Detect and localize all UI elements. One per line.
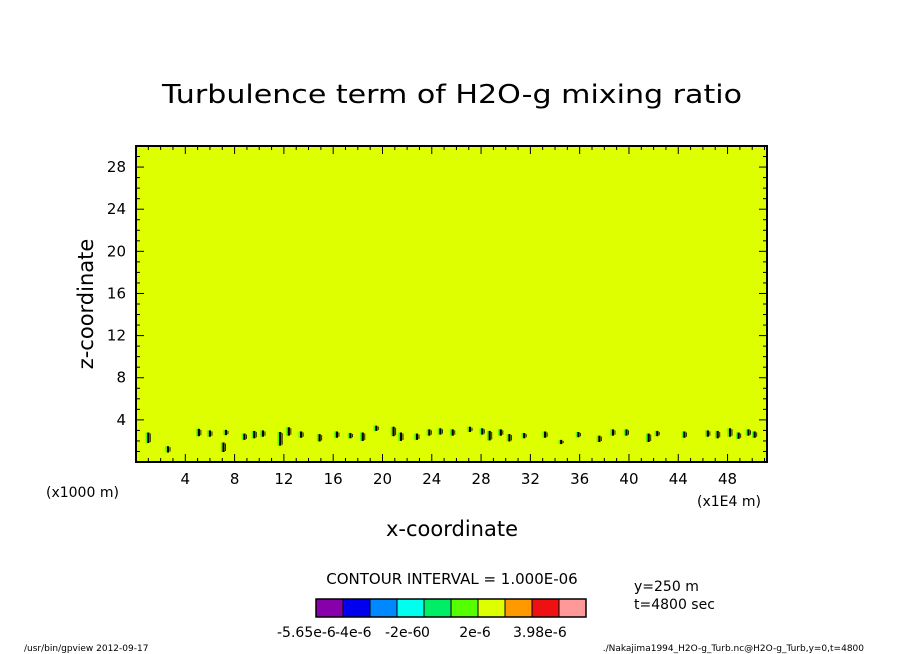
perturbation-mark: [277, 431, 283, 446]
perturbation-mark: [298, 431, 304, 438]
perturbation-layer: [145, 425, 758, 453]
y-tick-label: 8: [116, 369, 126, 387]
x-tick-label: 12: [274, 470, 293, 488]
colorbar-swatch: [315, 598, 344, 618]
perturbation-mark: [220, 442, 227, 452]
perturbation-mark: [681, 431, 687, 438]
colorbar-label: 0: [421, 625, 430, 641]
perturbation-mark: [373, 425, 379, 431]
y-tick-label: 24: [107, 200, 126, 218]
colorbar-swatch: [423, 598, 452, 618]
x-unit-left: (x1000 m): [46, 485, 119, 501]
x-tick-label: 20: [373, 470, 392, 488]
colorbar-swatch: [450, 598, 479, 618]
colorbar-swatch: [504, 598, 533, 618]
perturbation-mark: [486, 430, 493, 441]
y-position-label: y=250 m: [634, 579, 699, 595]
perturbation-mark: [727, 428, 733, 437]
perturbation-mark: [390, 426, 397, 437]
x-tick-label: 24: [422, 470, 441, 488]
perturbation-mark: [286, 427, 292, 436]
colorbar-label: -5.65e-6: [277, 625, 336, 641]
perturbation-mark: [145, 432, 151, 444]
perturbation-mark: [479, 428, 485, 435]
x-tick-label: 36: [570, 470, 589, 488]
perturbation-mark: [334, 431, 340, 438]
colorbar-label: 3.98e-6: [513, 625, 567, 641]
footer-left: /usr/bin/gpview 2012-09-17: [24, 644, 148, 654]
x-tick-label: 8: [230, 470, 240, 488]
perturbation-mark: [437, 428, 443, 435]
perturbation-mark: [398, 432, 404, 441]
perturbation-mark: [714, 430, 721, 439]
x-tick-label: 4: [181, 470, 191, 488]
colorbar-swatch: [531, 598, 560, 618]
y-tick-label: 16: [107, 284, 126, 302]
perturbation-mark: [645, 433, 652, 442]
perturbation-mark: [506, 434, 512, 442]
perturbation-mark: [705, 430, 711, 437]
colorbar: [315, 598, 587, 618]
perturbation-mark: [316, 434, 323, 442]
colorbar-frame: [315, 598, 587, 618]
perturbation-mark: [575, 431, 581, 438]
y-axis-label: z-coordinate: [74, 239, 98, 370]
perturbation-mark: [196, 428, 202, 437]
perturbation-mark: [654, 430, 660, 437]
perturbation-mark: [223, 429, 229, 436]
perturbation-mark: [623, 429, 630, 436]
x-unit-right: (x1E4 m): [697, 494, 761, 510]
colorbar-swatch: [369, 598, 398, 618]
perturbation-mark: [610, 429, 616, 436]
colorbar-label: 2e-6: [459, 625, 491, 641]
colorbar-swatch: [558, 598, 587, 618]
perturbation-mark: [165, 446, 171, 453]
perturbation-mark: [596, 435, 602, 442]
perturbation-mark: [498, 429, 504, 436]
perturbation-mark: [558, 439, 564, 445]
perturbation-mark: [251, 430, 257, 439]
colorbar-swatch: [396, 598, 425, 618]
colorbar-labels: -5.65e-6 -4e-6 -2e-6 0 2e-6 3.98e-6: [277, 625, 567, 641]
perturbation-mark: [241, 433, 247, 440]
perturbation-mark: [521, 433, 527, 439]
perturbation-mark: [467, 426, 473, 432]
perturbation-mark: [735, 432, 742, 439]
time-label: t=4800 sec: [634, 597, 715, 613]
y-tick-label: 20: [107, 242, 126, 260]
perturbation-mark: [745, 429, 752, 436]
perturbation-mark: [360, 432, 366, 441]
perturbation-mark: [414, 433, 420, 440]
plot-area: [136, 146, 767, 462]
perturbation-mark: [542, 431, 548, 438]
perturbation-mark: [426, 429, 432, 436]
perturbation-mark: [751, 431, 758, 438]
x-axis-ticks: 4 8 12 16 20 24 28 32 36 40 44 48: [147, 146, 766, 488]
footer-right: ./Nakajima1994_H2O-g_Turb.nc@H2O-g_Turb,…: [603, 644, 865, 654]
colorbar-swatch: [342, 598, 371, 618]
y-tick-label: 12: [107, 327, 126, 345]
y-tick-label: 4: [116, 411, 126, 429]
perturbation-mark: [347, 433, 353, 439]
y-axis-ticks: 4 8 12 16 20 24 28: [107, 145, 767, 452]
colorbar-label: -4e-6: [335, 625, 372, 641]
perturbation-mark: [449, 429, 456, 436]
x-tick-label: 40: [619, 470, 638, 488]
contour-interval-label: CONTOUR INTERVAL = 1.000E-06: [326, 570, 577, 588]
x-tick-label: 44: [669, 470, 688, 488]
perturbation-mark: [260, 430, 266, 437]
colorbar-label: -2e-6: [385, 625, 422, 641]
perturbation-mark: [207, 430, 213, 437]
x-tick-label: 28: [472, 470, 491, 488]
x-tick-label: 48: [718, 470, 737, 488]
y-tick-label: 28: [107, 158, 126, 176]
x-axis-label: x-coordinate: [386, 517, 518, 541]
x-tick-label: 16: [324, 470, 343, 488]
chart-title: Turbulence term of H2O-g mixing ratio: [161, 80, 742, 110]
colorbar-swatch: [477, 598, 506, 618]
x-tick-label: 32: [521, 470, 540, 488]
